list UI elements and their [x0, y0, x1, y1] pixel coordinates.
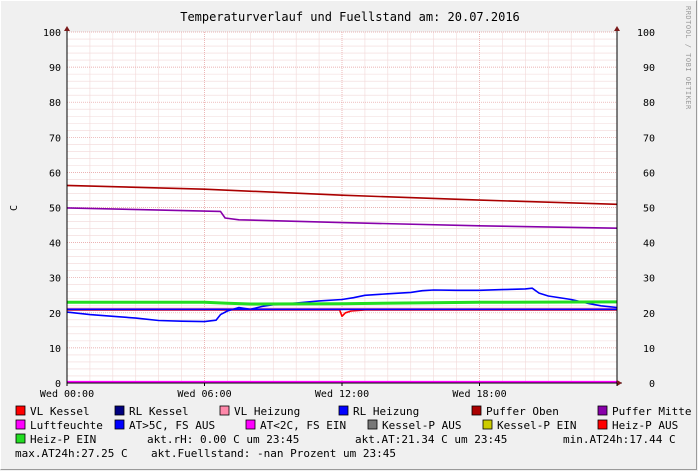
legend-label: AT<2C, FS EIN	[260, 419, 346, 432]
legend-swatch	[245, 419, 256, 430]
y-tick-label-right: 90	[643, 63, 655, 74]
y-tick-label-right: 20	[643, 309, 655, 320]
x-tick-label: Wed 06:00	[177, 389, 231, 400]
x-tick-label: Wed 00:00	[40, 389, 94, 400]
stats-block: akt.rH: 0.00 C um 23:45 akt.AT:21.34 C u…	[15, 433, 676, 460]
y-tick-label-right: 10	[643, 344, 655, 355]
y-tick-label-left: 60	[49, 168, 61, 179]
legend-label: Kessel-P AUS	[382, 419, 461, 432]
y-tick-label-left: 90	[49, 63, 61, 74]
legend-label: AT>5C, FS AUS	[129, 419, 215, 432]
stat-at: akt.AT:21.34 C um 23:45	[355, 433, 507, 446]
legend-swatch	[114, 419, 125, 430]
legend-swatch	[482, 419, 493, 430]
legend-label: Kessel-P EIN	[497, 419, 576, 432]
y-tick-label-right: 50	[643, 204, 655, 215]
y-tick-label-left: 0	[55, 379, 61, 390]
y-tick-label-left: 70	[49, 133, 61, 144]
legend-swatch	[367, 419, 378, 430]
legend-label: Luftfeuchte	[30, 419, 103, 432]
y-tick-label-right: 60	[643, 168, 655, 179]
legend: VL Kessel RL Kessel VL Heizung RL Heizung Pu…	[15, 405, 691, 446]
stat-rh: akt.rH: 0.00 C um 23:45	[147, 433, 299, 446]
legend-label: Heiz-P AUS	[612, 419, 678, 432]
legend-label: Puffer Mitte	[612, 405, 691, 418]
y-axis-label: C	[9, 205, 20, 211]
legend-label: VL Kessel	[30, 405, 90, 418]
series-lines	[66, 184, 618, 383]
y-tick-label-left: 100	[43, 28, 61, 39]
y-axis-arrow-left	[64, 26, 70, 31]
legend-swatch	[219, 405, 230, 416]
axis-ticks: 0 0 10 10 20 20 30 30 40 40 50 50 60 60 70 70 80 80 90 90 10…	[40, 28, 655, 400]
legend-label: RL Heizung	[353, 405, 419, 418]
x-tick-label: Wed 18:00	[452, 389, 506, 400]
stat-fill: akt.Fuellstand: -nan Prozent um 23:45	[151, 447, 396, 460]
legend-label: Puffer Oben	[486, 405, 559, 418]
y-tick-label-left: 20	[49, 309, 61, 320]
chart-title: Temperaturverlauf und Fuellstand am: 20.…	[180, 10, 520, 24]
y-tick-label-left: 10	[49, 344, 61, 355]
y-tick-label-right: 0	[649, 379, 655, 390]
legend-swatch	[471, 405, 482, 416]
y-tick-label-right: 30	[643, 274, 655, 285]
y-tick-label-left: 80	[49, 98, 61, 109]
legend-label: VL Heizung	[234, 405, 300, 418]
series-line	[66, 207, 618, 229]
stat-min: min.AT24h:17.44 C	[563, 433, 676, 446]
legend-swatch	[15, 419, 26, 430]
y-tick-label-left: 50	[49, 204, 61, 215]
y-tick-label-left: 40	[49, 239, 61, 250]
series-line	[66, 184, 618, 206]
y-tick-label-right: 80	[643, 98, 655, 109]
legend-label: Heiz-P EIN	[30, 433, 96, 446]
y-tick-label-right: 70	[643, 133, 655, 144]
series-line	[67, 300, 618, 306]
y-tick-label-left: 30	[49, 274, 61, 285]
legend-swatch	[114, 405, 125, 416]
y-tick-label-right: 40	[643, 239, 655, 250]
y-axis-arrow-right	[614, 26, 620, 31]
legend-swatch	[597, 419, 608, 430]
legend-swatch	[15, 433, 26, 444]
legend-swatch	[597, 405, 608, 416]
legend-swatch	[15, 405, 26, 416]
x-axis-arrow	[617, 380, 622, 386]
legend-swatch	[338, 405, 349, 416]
x-tick-label: Wed 12:00	[315, 389, 369, 400]
stat-max: max.AT24h:27.25 C	[15, 447, 128, 460]
y-tick-label-right: 100	[637, 28, 655, 39]
axes	[64, 26, 622, 386]
series-line	[66, 287, 618, 323]
watermark: RRDTOOL / TOBI OETIKER	[684, 6, 692, 110]
legend-label: RL Kessel	[129, 405, 189, 418]
